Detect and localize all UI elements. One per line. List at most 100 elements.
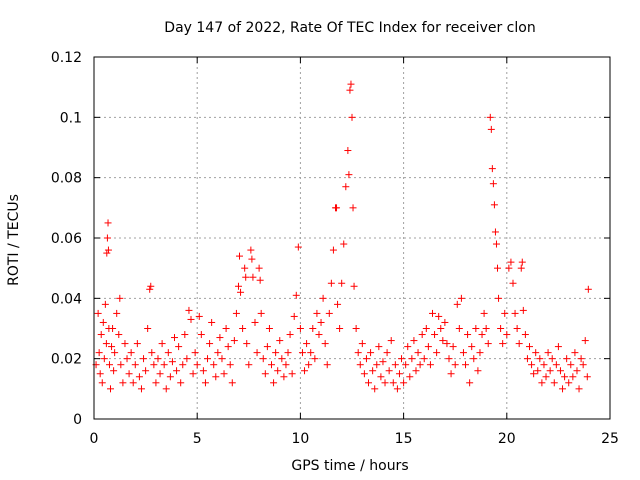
scatter-point xyxy=(338,279,346,287)
scatter-point xyxy=(342,183,350,191)
scatter-point xyxy=(276,337,284,345)
scatter-point xyxy=(441,318,449,326)
scatter-point xyxy=(424,343,432,351)
chart-title: Day 147 of 2022, Rate Of TEC Index for r… xyxy=(164,20,535,36)
scatter-point xyxy=(193,361,201,369)
scatter-point xyxy=(242,273,250,281)
scatter-point xyxy=(583,373,591,381)
scatter-point xyxy=(449,343,457,351)
scatter-point xyxy=(105,361,113,369)
y-tick-label: 0.02 xyxy=(51,352,82,368)
scatter-point xyxy=(482,325,490,332)
scatter-point xyxy=(346,86,354,94)
scatter-point xyxy=(329,246,337,254)
scatter-point xyxy=(255,264,263,272)
scatter-point xyxy=(268,361,276,369)
scatter-point xyxy=(216,334,224,342)
scatter-point xyxy=(263,343,271,351)
y-tick-label: 0.06 xyxy=(51,231,82,247)
scatter-point xyxy=(311,355,319,363)
scatter-point xyxy=(98,379,106,387)
scatter-point xyxy=(177,379,185,387)
scatter-point xyxy=(556,367,564,375)
scatter-point xyxy=(577,355,585,363)
x-tick-label: 15 xyxy=(395,431,413,447)
scatter-point xyxy=(490,201,498,209)
scatter-point xyxy=(135,373,143,381)
scatter-point xyxy=(410,337,418,345)
scatter-point xyxy=(243,340,251,348)
scatter-point xyxy=(521,331,529,339)
y-tick-label: 0.08 xyxy=(51,171,82,187)
scatter-point xyxy=(518,258,526,266)
scatter-point xyxy=(513,325,521,332)
scatter-point xyxy=(367,349,375,357)
scatter-point xyxy=(412,367,420,375)
scatter-point xyxy=(371,385,379,393)
scatter-point xyxy=(439,337,447,345)
scatter-point xyxy=(162,385,170,393)
scatter-point xyxy=(487,125,495,133)
scatter-point xyxy=(125,370,133,378)
scatter-point xyxy=(489,180,497,188)
x-axis-label: GPS time / hours xyxy=(291,458,408,474)
scatter-point xyxy=(173,367,181,375)
scatter-point xyxy=(445,355,453,363)
y-axis-label: ROTI / TECUs xyxy=(6,194,22,286)
scatter-point xyxy=(476,349,484,357)
scatter-point xyxy=(480,309,488,317)
scatter-point xyxy=(104,219,112,227)
scatter-point xyxy=(137,385,145,393)
scatter-point xyxy=(348,113,356,121)
scatter-point xyxy=(536,355,544,363)
scatter-point xyxy=(199,367,207,375)
scatter-point xyxy=(170,334,178,342)
scatter-point xyxy=(544,349,552,357)
scatter-point xyxy=(251,318,259,326)
scatter-point xyxy=(94,309,102,317)
scatter-point xyxy=(492,240,500,248)
scatter-point xyxy=(387,337,395,345)
scatter-point xyxy=(191,349,199,357)
scatter-point xyxy=(354,349,362,357)
scatter-point xyxy=(187,315,195,323)
scatter-point xyxy=(147,282,155,290)
axis-ticks xyxy=(93,56,611,420)
scatter-point xyxy=(113,309,121,317)
scatter-point xyxy=(270,379,278,387)
scatter-point xyxy=(358,340,366,348)
data-points xyxy=(92,80,592,393)
scatter-point xyxy=(356,361,364,369)
scatter-point xyxy=(95,349,103,357)
scatter-point xyxy=(377,373,385,381)
scatter-point xyxy=(565,379,573,387)
scatter-point xyxy=(111,349,119,357)
scatter-point xyxy=(491,228,499,236)
scatter-point xyxy=(110,367,118,375)
scatter-point xyxy=(540,361,548,369)
scatter-point xyxy=(261,370,269,378)
scatter-point xyxy=(393,385,401,393)
scatter-point xyxy=(453,300,461,308)
scatter-point xyxy=(274,367,282,375)
scatter-point xyxy=(552,361,560,369)
scatter-point xyxy=(115,331,123,339)
scatter-point xyxy=(362,355,370,363)
scatter-point xyxy=(96,370,104,378)
scatter-point xyxy=(379,358,387,366)
scatter-point xyxy=(546,367,554,375)
scatter-point xyxy=(97,331,105,339)
scatter-point xyxy=(451,361,459,369)
scatter-point xyxy=(515,340,523,348)
scatter-point xyxy=(166,373,174,381)
scatter-point xyxy=(428,309,436,317)
scatter-point xyxy=(511,309,519,317)
scatter-point xyxy=(248,255,256,263)
scatter-point xyxy=(116,294,124,302)
scatter-point xyxy=(313,309,321,317)
scatter-point xyxy=(455,325,463,332)
scatter-point xyxy=(408,355,416,363)
scatter-point xyxy=(319,294,327,302)
scatter-point xyxy=(148,349,156,357)
scatter-point xyxy=(142,367,150,375)
